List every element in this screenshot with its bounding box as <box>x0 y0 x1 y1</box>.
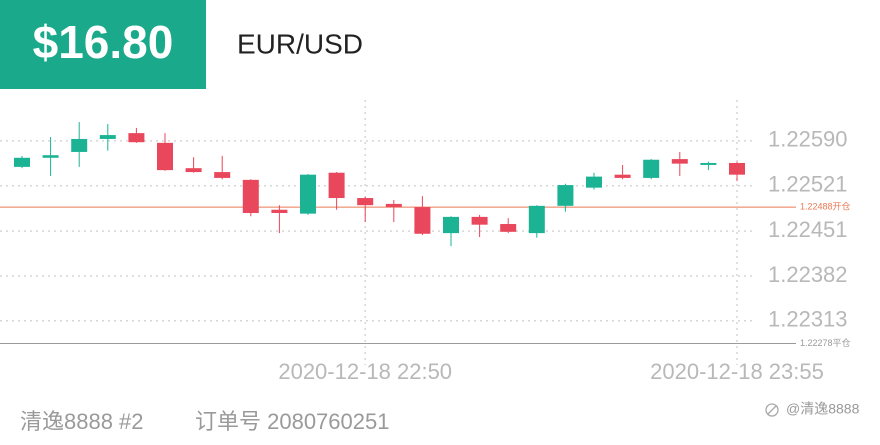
candle-body <box>128 133 145 143</box>
x-tick-label: 2020-12-18 23:55 <box>650 359 824 384</box>
candle-body <box>643 159 660 178</box>
candle-body <box>671 159 688 164</box>
candle-body <box>185 168 202 173</box>
candle-body <box>586 176 602 188</box>
candle-body <box>242 179 259 213</box>
candle-body <box>729 162 745 175</box>
symbol: EUR/USD <box>237 28 363 59</box>
y-tick-label: 1.22382 <box>768 262 848 287</box>
candle-body <box>157 142 173 171</box>
candle-body <box>99 135 116 139</box>
y-tick-label: 1.22451 <box>768 217 848 242</box>
candle-body <box>71 138 88 152</box>
candle-body <box>271 209 288 213</box>
watermark: @清逸8888 <box>786 401 860 417</box>
candle-body <box>385 203 402 208</box>
candle-body <box>42 155 59 158</box>
y-tick-label: 1.22590 <box>768 127 848 152</box>
plot: 1.22590 1.22521 1.22451 1.22382 1.22313 2020-… <box>0 100 851 384</box>
reference-label: 1.22278平仓 <box>800 337 851 348</box>
candle-body <box>443 216 459 234</box>
candle-body <box>500 224 517 232</box>
account: 清逸8888 #2 <box>20 409 144 434</box>
candle-body <box>328 172 345 199</box>
price-badge <box>0 0 206 89</box>
candle-body <box>528 205 545 234</box>
order-number: 订单号 2080760251 <box>195 409 389 434</box>
candle-body <box>414 207 431 234</box>
candle-body <box>471 216 488 225</box>
x-tick-label: 2020-12-18 22:50 <box>278 359 452 384</box>
y-tick-label: 1.22313 <box>768 307 848 332</box>
candle-body <box>300 174 316 214</box>
watermark-icon <box>765 403 779 417</box>
candle-body <box>14 157 30 167</box>
candle-body <box>214 172 231 178</box>
candle-body <box>614 174 631 178</box>
candle-body <box>557 185 574 206</box>
reference-label: 1.22488开仓 <box>800 201 851 212</box>
candle-body <box>700 162 717 165</box>
y-tick-label: 1.22521 <box>768 172 848 197</box>
candle-body <box>357 198 374 206</box>
price: $16.80 <box>33 16 174 68</box>
